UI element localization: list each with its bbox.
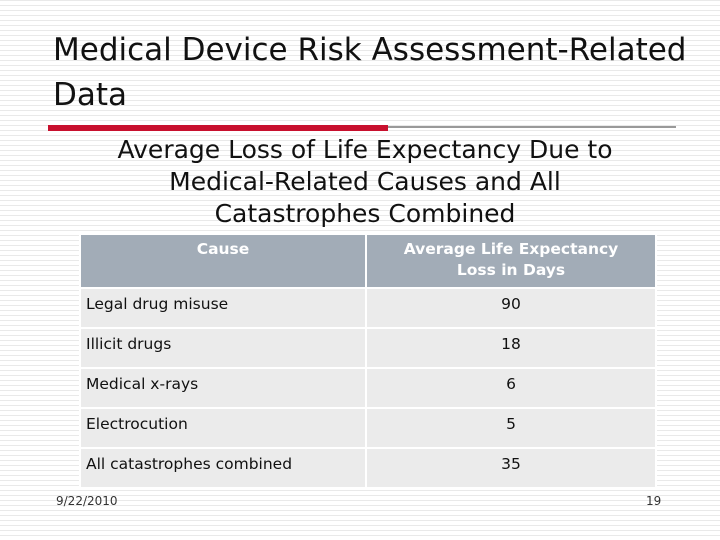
table-row: Legal drug misuse 90 [79,287,657,329]
column-header-loss: Average Life Expectancy Loss in Days [365,233,657,289]
loss-days-cell: 90 [365,287,657,329]
cause-cell: Illicit drugs [79,327,367,369]
footer-date: 9/22/2010 [56,494,118,508]
table-row: Illicit drugs 18 [79,327,657,369]
cause-cell: Medical x-rays [79,367,367,409]
caption-line-2: Medical-Related Causes and All [169,167,561,196]
slide-title: Medical Device Risk Assessment-Related D… [53,32,687,113]
cause-cell: All catastrophes combined [79,447,367,489]
loss-days-cell: 35 [365,447,657,489]
column-header-loss-line-2: Loss in Days [456,261,566,279]
loss-days-cell: 6 [365,367,657,409]
title-divider-line [388,126,676,128]
loss-days-cell: 5 [365,407,657,449]
table-header-row: Cause Average Life Expectancy Loss in Da… [79,233,657,289]
life-expectancy-table: Cause Average Life Expectancy Loss in Da… [79,233,657,489]
column-header-loss-line-1: Average Life Expectancy [403,240,619,258]
table-row: Electrocution 5 [79,407,657,449]
slide-number: 19 [646,494,662,508]
title-accent-rule [48,125,388,131]
cause-cell: Electrocution [79,407,367,449]
caption-line-3: Catastrophes Combined [214,199,516,228]
table-row: All catastrophes combined 35 [79,447,657,489]
table-caption: Average Loss of Life Expectancy Due to M… [60,134,670,230]
table-row: Medical x-rays 6 [79,367,657,409]
column-header-cause: Cause [79,233,367,289]
cause-cell: Legal drug misuse [79,287,367,329]
loss-days-cell: 18 [365,327,657,369]
caption-line-1: Average Loss of Life Expectancy Due to [117,135,613,164]
